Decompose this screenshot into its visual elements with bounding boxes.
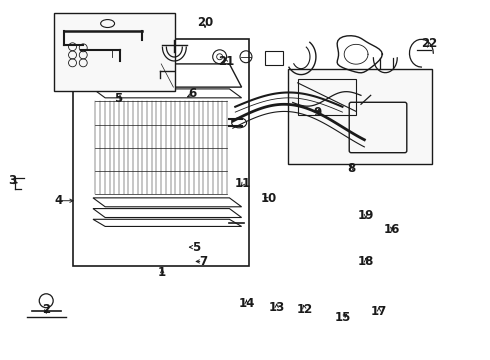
Text: 18: 18 bbox=[358, 255, 374, 268]
Text: 20: 20 bbox=[197, 15, 213, 28]
Text: 11: 11 bbox=[234, 177, 251, 190]
Text: 1: 1 bbox=[158, 266, 166, 279]
Bar bbox=[288, 68, 432, 164]
Text: 15: 15 bbox=[334, 311, 351, 324]
Text: 21: 21 bbox=[219, 55, 235, 68]
Text: 13: 13 bbox=[269, 301, 285, 314]
Text: 17: 17 bbox=[371, 305, 387, 318]
Text: 10: 10 bbox=[260, 193, 276, 206]
Text: 19: 19 bbox=[358, 208, 374, 221]
Text: 5: 5 bbox=[114, 92, 122, 105]
Text: 5: 5 bbox=[192, 240, 200, 254]
Text: 9: 9 bbox=[313, 105, 321, 119]
Text: 22: 22 bbox=[421, 37, 437, 50]
Text: 2: 2 bbox=[42, 303, 50, 316]
Text: 7: 7 bbox=[199, 255, 208, 268]
Bar bbox=[265, 51, 283, 65]
Bar bbox=[297, 79, 356, 115]
Text: 12: 12 bbox=[296, 303, 313, 316]
Text: 16: 16 bbox=[384, 223, 400, 236]
Text: 6: 6 bbox=[189, 87, 197, 100]
Text: 3: 3 bbox=[8, 174, 16, 186]
Bar bbox=[74, 39, 249, 266]
Text: 4: 4 bbox=[55, 194, 63, 207]
Bar bbox=[54, 13, 175, 91]
Text: 8: 8 bbox=[347, 162, 355, 175]
Text: 14: 14 bbox=[238, 297, 255, 310]
